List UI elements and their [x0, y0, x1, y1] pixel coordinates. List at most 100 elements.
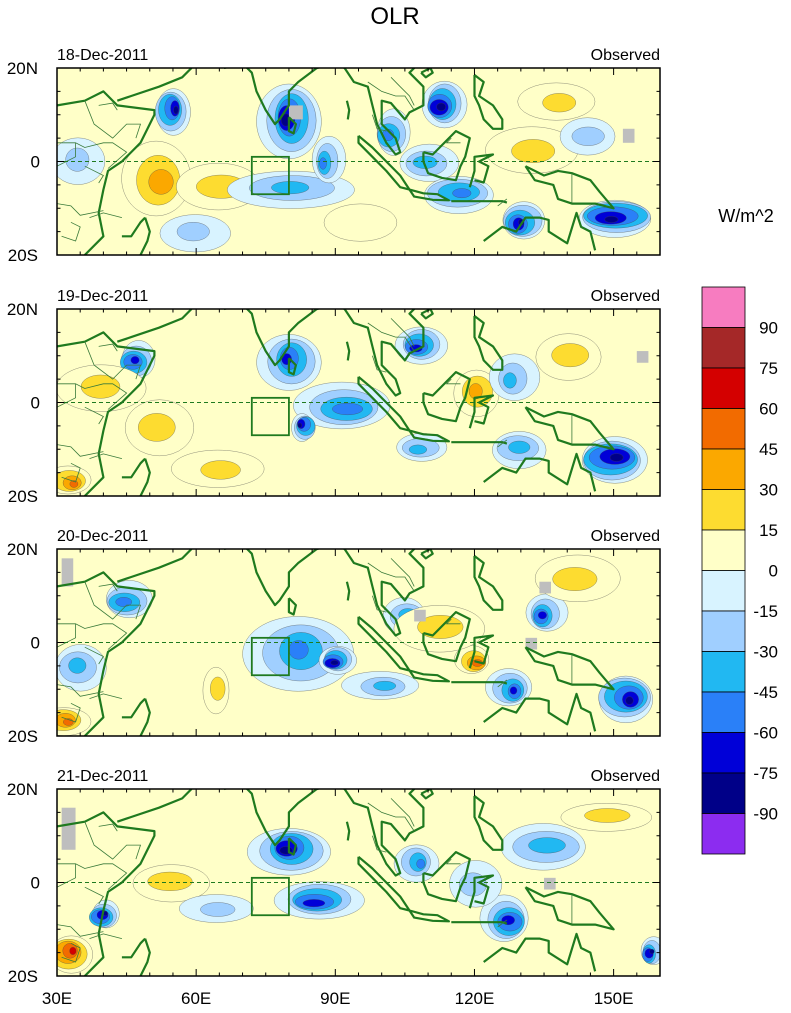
contour-level [115, 597, 132, 607]
coastline [422, 851, 471, 903]
coastline [316, 68, 425, 156]
coastline [468, 874, 495, 909]
coastline [475, 45, 482, 59]
colorbar-label: -60 [753, 724, 778, 743]
missing-data-box [539, 581, 551, 594]
colorbar-bin [701, 286, 746, 328]
country-border [98, 823, 118, 832]
x-tick-label: 90E [320, 989, 350, 1008]
panel-2: 20N 0 20S 19-Dec-2011 Observed [7, 286, 661, 506]
coastline [121, 216, 146, 238]
contour-level [302, 899, 325, 908]
panel-date: 20-Dec-2011 [57, 528, 148, 545]
coastline [524, 406, 615, 451]
country-border [372, 595, 387, 613]
coastline [287, 597, 297, 616]
y-tick-label: 20S [8, 967, 38, 986]
country-border [367, 81, 415, 111]
y-tick-label: 0 [31, 874, 40, 893]
anomaly-feature [453, 369, 500, 417]
coastline [345, 821, 351, 841]
colorbar-bin [701, 691, 746, 733]
y-tick-label: 20S [8, 727, 38, 746]
coastline [468, 634, 495, 669]
coastline [473, 555, 504, 611]
coastline [121, 937, 146, 959]
contour-level [508, 440, 531, 454]
contour-level [130, 356, 140, 365]
contour-level [416, 858, 426, 869]
coastlines [57, 45, 615, 255]
coastline [139, 698, 151, 736]
coastline [428, 290, 460, 304]
x-tick-label: 60E [181, 989, 211, 1008]
missing-data-box [544, 877, 556, 890]
coastline [473, 74, 504, 130]
missing-data-box [525, 637, 538, 650]
country-border [367, 322, 415, 352]
colorbar-bin [701, 570, 746, 612]
contour-level [649, 949, 655, 955]
panel-3: 20N 0 20S 20-Dec-2011 Observed [7, 528, 661, 746]
country-border [84, 406, 104, 425]
anomaly-feature [489, 353, 540, 401]
region-box [250, 155, 290, 196]
coastline [475, 286, 482, 300]
coastline [116, 309, 193, 343]
country-border [367, 802, 415, 832]
anomaly-feature [242, 616, 354, 692]
colorbar-bin [701, 651, 746, 693]
anomaly-feature [578, 200, 651, 238]
contour-level [288, 640, 309, 660]
contour-level [468, 383, 483, 400]
panel-4: 20N 0 20S 21-Dec-2011 Observed [7, 768, 661, 986]
country-border [89, 212, 122, 218]
olr-field [57, 549, 660, 736]
country-border [445, 378, 461, 385]
region-box [250, 636, 290, 677]
contour-level [319, 157, 327, 170]
anomaly-feature [132, 864, 210, 903]
figure-title: OLR [370, 3, 419, 30]
country-border [390, 318, 415, 347]
country-border [372, 355, 387, 373]
anomaly-feature [57, 465, 92, 495]
coastline [224, 789, 318, 847]
coastline [483, 932, 597, 972]
country-border [57, 684, 104, 697]
country-border [57, 924, 104, 937]
coastline [287, 116, 297, 135]
contour-level [609, 453, 624, 462]
contour-level [625, 696, 634, 705]
olr-field [57, 286, 660, 496]
anomaly-feature [318, 646, 357, 675]
anomaly-feature [560, 803, 652, 832]
x-tick-label: 30E [42, 989, 72, 1008]
colorbar-label: 75 [759, 359, 778, 378]
coastline [483, 692, 597, 732]
units-label: W/m^2 [718, 206, 773, 226]
coastline [357, 615, 411, 672]
colorbar-bin [701, 732, 746, 774]
coastline [473, 795, 504, 851]
missing-data-box [622, 128, 635, 143]
contour-level [147, 871, 193, 891]
coastline [345, 341, 351, 361]
anomaly-feature [171, 449, 265, 488]
country-border [84, 581, 142, 620]
coastline [57, 331, 156, 496]
colorbar-bin [701, 448, 746, 490]
coastline [345, 100, 351, 120]
contour-level [297, 422, 302, 428]
anomaly-feature [293, 381, 391, 430]
coastline [287, 357, 297, 376]
country-border [98, 102, 118, 111]
colorbar-label: 30 [759, 481, 778, 500]
anomaly-feature [393, 844, 440, 883]
contour-level [173, 106, 179, 115]
missing-data-box [61, 807, 76, 850]
anomaly-feature [559, 117, 616, 156]
contour-level [373, 681, 396, 691]
contour-level [528, 837, 566, 854]
coastline [357, 855, 411, 912]
